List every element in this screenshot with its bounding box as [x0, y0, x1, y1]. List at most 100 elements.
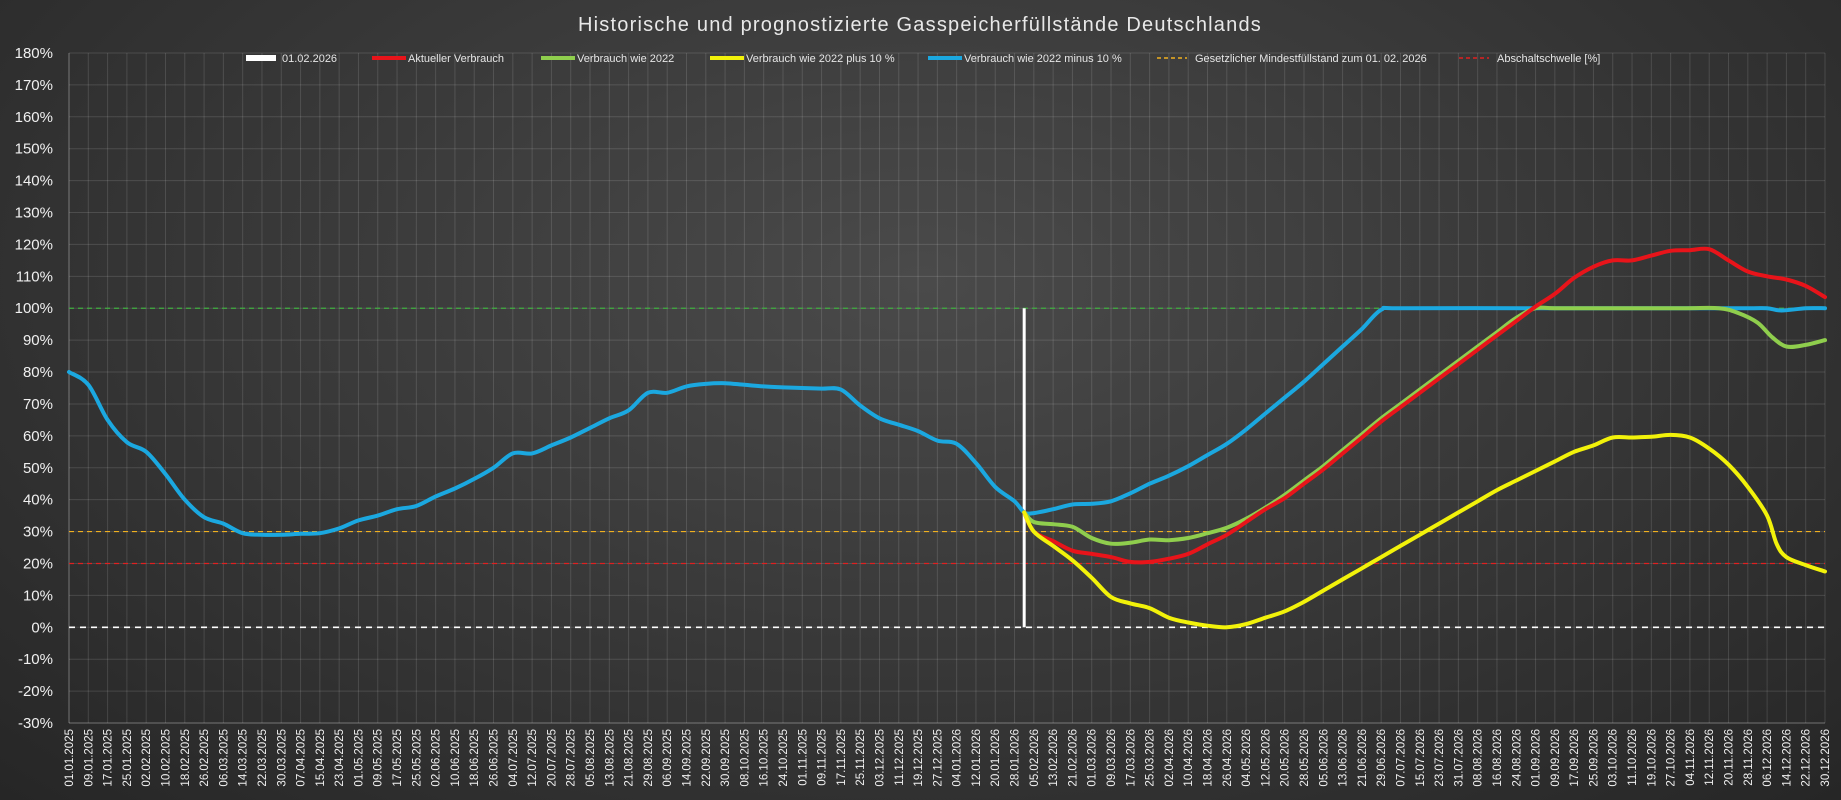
y-tick-label: -30%: [18, 715, 53, 732]
x-tick-label: 07.07.2026: [1395, 729, 1407, 787]
y-tick-label: 180%: [15, 45, 53, 62]
series-line: [1022, 305, 1827, 546]
series-lines: [67, 246, 1827, 630]
x-tick-label: 31.07.2026: [1453, 729, 1465, 787]
x-tick-label: 10.02.2025: [160, 729, 172, 787]
x-tick-label: 19.10.2026: [1646, 729, 1658, 787]
x-tick-label: 24.10.2025: [778, 729, 790, 787]
x-tick-label: 08.08.2026: [1473, 729, 1485, 787]
y-tick-label: 90%: [23, 332, 53, 349]
x-tick-label: 17.11.2025: [836, 729, 848, 786]
x-tick-label: 04.07.2025: [508, 729, 520, 787]
x-tick-label: 03.10.2026: [1608, 729, 1620, 787]
y-tick-label: 150%: [15, 141, 53, 158]
legend: 01.02.2026 Aktueller Verbrauch Verbrauch w…: [246, 53, 1600, 65]
y-tick-label: 140%: [15, 173, 53, 190]
x-tick-label: 27.10.2026: [1666, 729, 1678, 787]
x-tick-label: 14.12.2026: [1781, 729, 1793, 787]
x-tick-label: 05.08.2025: [585, 729, 597, 787]
legend-entry-label: 01.02.2026: [282, 53, 337, 65]
y-tick-label: 30%: [23, 524, 53, 541]
x-tick-label: 20.05.2026: [1280, 729, 1292, 787]
series-line: [1022, 432, 1827, 630]
x-tick-label: 10.06.2025: [450, 729, 462, 787]
x-tick-label: 09.01.2025: [83, 729, 95, 787]
x-tick-label: 09.11.2025: [817, 729, 829, 786]
legend-entry-label: Aktueller Verbrauch: [408, 53, 504, 65]
x-tick-label: 26.06.2025: [489, 729, 501, 787]
x-tick-label: 12.05.2026: [1260, 729, 1272, 787]
x-tick-label: 04.11.2026: [1685, 729, 1697, 786]
y-tick-label: 40%: [23, 492, 53, 509]
legend-swatch: [246, 55, 276, 61]
x-tick-label: 04.01.2026: [952, 729, 964, 787]
x-tick-label: 01.05.2025: [353, 729, 365, 787]
plot-grid: [68, 52, 1826, 724]
x-tick-label: 02.06.2025: [431, 729, 443, 787]
x-tick-label: 28.01.2026: [1010, 729, 1022, 787]
x-tick-label: 22.12.2026: [1801, 729, 1813, 787]
y-tick-label: 80%: [23, 364, 53, 381]
x-tick-label: 27.12.2025: [932, 729, 944, 787]
y-tick-label: 120%: [15, 236, 53, 253]
legend-entry-label: Abschaltschwelle [%]: [1497, 53, 1600, 65]
x-tick-label: 18.02.2025: [180, 729, 192, 787]
x-tick-label: 02.02.2025: [141, 729, 153, 787]
x-tick-label: 23.04.2025: [334, 729, 346, 787]
y-axis: 180% 170% 160% 150% 140% 130% 120% 110% 100% 90% 8…: [15, 45, 53, 732]
reference-lines: [69, 307, 1825, 629]
x-tick-label: 30.09.2025: [720, 729, 732, 787]
x-tick-label: 10.04.2026: [1183, 729, 1195, 787]
y-tick-label: 110%: [16, 268, 53, 285]
x-tick-label: 25.01.2025: [122, 729, 134, 787]
x-tick-label: 11.12.2025: [894, 729, 906, 786]
x-tick-label: 12.01.2026: [971, 729, 983, 787]
x-tick-label: 14.03.2025: [238, 729, 250, 787]
x-tick-label: 29.06.2026: [1376, 729, 1388, 787]
x-tick-label: 05.02.2026: [1029, 729, 1041, 787]
x-tick-label: 15.07.2026: [1415, 729, 1427, 787]
x-tick-label: 16.10.2025: [759, 729, 771, 787]
x-tick-label: 13.02.2026: [1048, 729, 1060, 787]
x-tick-label: 05.06.2026: [1318, 729, 1330, 787]
x-tick-label: 28.05.2026: [1299, 729, 1311, 787]
legend-entry-label: Verbrauch wie 2022 minus 10 %: [964, 53, 1122, 65]
x-tick-label: 20.07.2025: [546, 729, 558, 787]
series-line: [1022, 246, 1827, 565]
x-tick-label: 17.09.2026: [1569, 729, 1581, 787]
x-tick-label: 07.04.2025: [296, 729, 308, 787]
x-tick-label: 06.09.2025: [662, 729, 674, 787]
y-tick-label: 160%: [15, 109, 53, 126]
y-tick-label: 60%: [23, 428, 53, 445]
x-tick-label: 25.11.2025: [855, 729, 867, 786]
x-tick-label: 06.03.2025: [218, 729, 230, 787]
x-tick-label: 25.03.2026: [1145, 729, 1157, 787]
x-tick-label: 17.01.2025: [103, 729, 115, 787]
chart-title: Historische und prognostizierte Gasspeic…: [578, 14, 1262, 36]
x-tick-label: 08.10.2025: [739, 729, 751, 787]
x-tick-label: 01.01.2025: [64, 729, 76, 787]
y-tick-label: 50%: [23, 460, 53, 477]
y-tick-label: 100%: [15, 300, 53, 317]
x-tick-label: 20.11.2026: [1724, 729, 1736, 786]
x-tick-label: 01.11.2025: [797, 729, 809, 786]
x-tick-label: 16.08.2026: [1492, 729, 1504, 787]
x-tick-label: 13.06.2026: [1338, 729, 1350, 787]
x-tick-label: 11.10.2026: [1627, 729, 1639, 786]
y-tick-label: 20%: [23, 555, 53, 572]
x-tick-label: 21.02.2026: [1067, 729, 1079, 787]
x-tick-label: 21.08.2025: [624, 729, 636, 787]
x-tick-label: 01.03.2026: [1087, 729, 1099, 787]
x-tick-label: 20.01.2026: [990, 729, 1002, 787]
legend-entry-label: Verbrauch wie 2022: [577, 53, 674, 65]
x-tick-label: 01.09.2026: [1531, 729, 1543, 787]
x-tick-label: 24.08.2026: [1511, 729, 1523, 787]
x-tick-label: 19.12.2025: [913, 729, 925, 787]
series-line: [67, 305, 1827, 537]
x-tick-label: 03.12.2025: [874, 729, 886, 787]
x-tick-label: 17.03.2026: [1125, 729, 1137, 787]
x-tick-label: 02.04.2026: [1164, 729, 1176, 787]
y-tick-label: 0%: [31, 619, 53, 636]
legend-entry-label: Gesetzlicher Mindestfüllstand zum 01. 02…: [1195, 53, 1427, 65]
